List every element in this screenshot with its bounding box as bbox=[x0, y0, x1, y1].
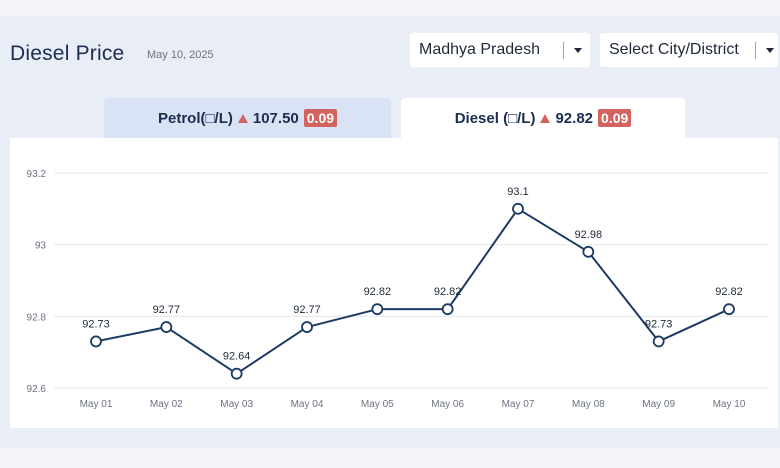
data-label: 92.77 bbox=[153, 304, 181, 316]
x-tick-label: May 03 bbox=[220, 399, 253, 410]
bottom-strip bbox=[0, 448, 780, 468]
price-date: May 10, 2025 bbox=[147, 49, 214, 61]
series-line bbox=[95, 207, 730, 375]
y-tick-label: 93 bbox=[35, 241, 47, 252]
y-tick-label: 93.2 bbox=[27, 169, 47, 180]
data-point bbox=[90, 335, 102, 348]
data-point bbox=[371, 303, 384, 316]
data-label: 93.1 bbox=[507, 186, 528, 198]
city-select-value: Select City/District bbox=[609, 41, 739, 58]
tab-petrol[interactable]: Petrol(□/L) 107.50 0.09 bbox=[104, 98, 391, 138]
chevron-down-icon bbox=[766, 48, 774, 53]
select-divider bbox=[755, 42, 756, 59]
x-tick-label: May 10 bbox=[713, 399, 746, 410]
data-label: 92.82 bbox=[364, 286, 392, 298]
x-tick-label: May 06 bbox=[431, 399, 464, 410]
data-label: 92.73 bbox=[82, 318, 110, 330]
data-point bbox=[230, 367, 243, 380]
x-tick-label: May 05 bbox=[361, 399, 394, 410]
data-point bbox=[652, 335, 665, 348]
data-point bbox=[160, 321, 173, 333]
x-tick-label: May 09 bbox=[642, 399, 675, 410]
chart-card: 92.6 92.8 93 93.2 May 01 May 02 May 03 May 04 Ma… bbox=[10, 138, 778, 428]
x-tick-label: May 07 bbox=[502, 399, 535, 410]
x-tick-label: May 04 bbox=[291, 399, 324, 410]
up-arrow-icon bbox=[237, 113, 248, 123]
state-select-value: Madhya Pradesh bbox=[419, 41, 540, 58]
tab-diesel-change-badge: 0.09 bbox=[598, 109, 632, 127]
page-title: Diesel Price bbox=[10, 42, 125, 65]
tab-diesel-label: Diesel (□/L) bbox=[454, 109, 536, 127]
data-point bbox=[301, 321, 313, 333]
data-label: 92.82 bbox=[434, 286, 462, 298]
data-label: 92.64 bbox=[223, 351, 251, 363]
y-tick-label: 92.6 bbox=[27, 384, 47, 395]
tab-petrol-price: 107.50 bbox=[252, 109, 299, 127]
data-point bbox=[512, 202, 524, 215]
tab-petrol-change-badge: 0.09 bbox=[303, 109, 338, 127]
data-label: 92.77 bbox=[293, 304, 321, 316]
data-label: 92.98 bbox=[575, 229, 603, 241]
tab-diesel-price: 92.82 bbox=[555, 109, 594, 127]
y-tick-label: 92.8 bbox=[27, 312, 47, 323]
top-strip bbox=[0, 0, 780, 16]
chevron-down-icon bbox=[574, 48, 582, 53]
data-point bbox=[723, 303, 735, 316]
select-divider bbox=[563, 42, 564, 59]
data-label: 92.73 bbox=[645, 318, 673, 330]
x-tick-label: May 08 bbox=[572, 399, 605, 410]
city-select[interactable]: Select City/District bbox=[600, 33, 778, 67]
data-label: 92.82 bbox=[715, 286, 743, 298]
x-tick-label: May 02 bbox=[150, 399, 183, 410]
data-point bbox=[441, 303, 454, 316]
state-select[interactable]: Madhya Pradesh bbox=[410, 33, 590, 67]
tab-petrol-label: Petrol(□/L) bbox=[157, 109, 233, 127]
tab-diesel[interactable]: Diesel (□/L) 92.82 0.09 bbox=[401, 98, 685, 138]
x-tick-label: May 01 bbox=[80, 399, 113, 410]
up-arrow-icon bbox=[540, 113, 551, 123]
data-point bbox=[582, 245, 595, 258]
price-line-chart: 92.6 92.8 93 93.2 May 01 May 02 May 03 May 04 Ma… bbox=[27, 169, 768, 410]
